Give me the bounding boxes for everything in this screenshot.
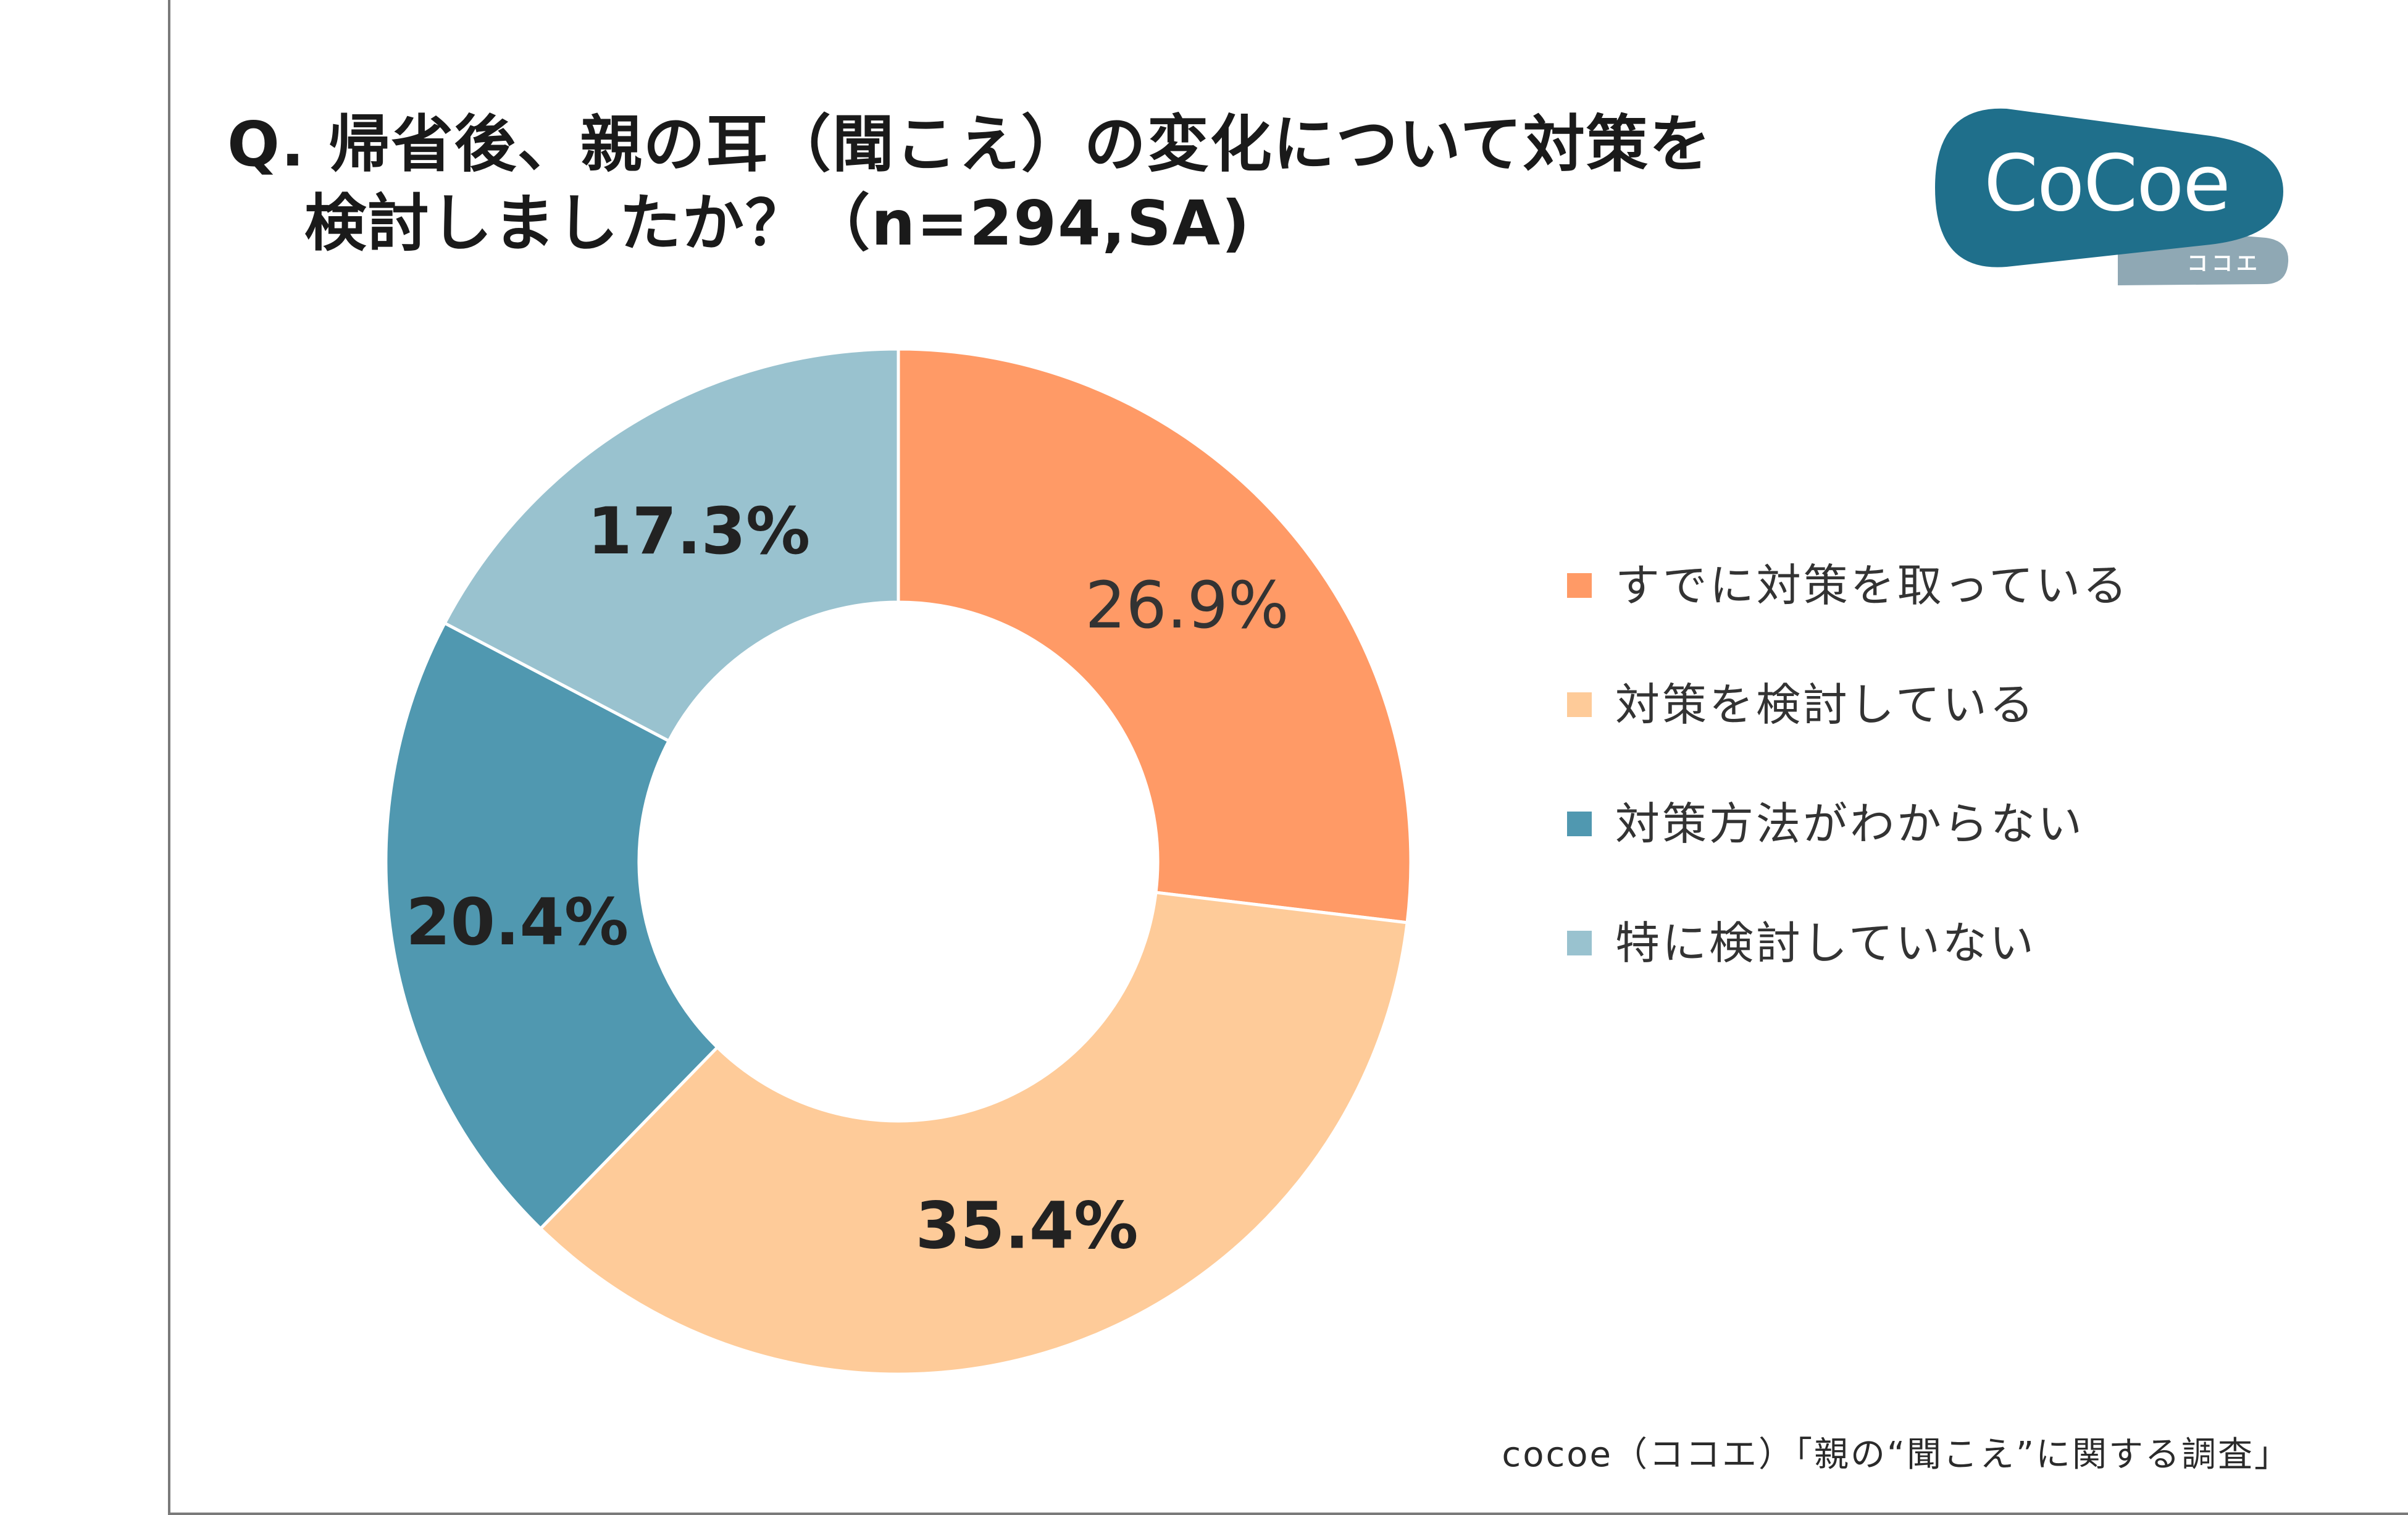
- legend-item-2: 対策を検討している: [1567, 663, 2246, 782]
- slice-label-2: 35.4%: [916, 1188, 1139, 1263]
- donut-slice-1: [897, 347, 1413, 925]
- legend-swatch-2: [1567, 692, 1592, 717]
- cocoe-logo: CoCoe ココエ: [1935, 108, 2289, 285]
- chart-title: Q. 帰省後、親の耳（聞こえ）の変化について対策を 検討しましたか？（n=294…: [227, 105, 1833, 263]
- legend-item-4: 特に検討していない: [1567, 901, 2246, 1020]
- legend-label-1: すでに対策を取っている: [1615, 560, 2130, 611]
- chart-title-line-1: Q. 帰省後、親の耳（聞こえ）の変化について対策を: [227, 108, 1712, 180]
- legend-swatch-1: [1567, 573, 1592, 598]
- donut-slice-3: [384, 621, 720, 1231]
- logo-subtext: ココエ: [2187, 251, 2261, 276]
- logo-wordmark: CoCoe: [1984, 138, 2230, 229]
- legend-item-3: 対策方法がわからない: [1567, 782, 2246, 901]
- slice-label-4: 17.3%: [587, 493, 810, 569]
- slice-label-3: 20.4%: [406, 884, 629, 960]
- legend-label-4: 特に検討していない: [1615, 917, 2036, 969]
- donut-slice-2: [538, 891, 1409, 1376]
- legend-item-1: すでに対策を取っている: [1567, 543, 2246, 663]
- legend-label-3: 対策方法がわからない: [1615, 798, 2085, 850]
- chart-frame: [168, 0, 2408, 1515]
- legend-swatch-4: [1567, 931, 1592, 955]
- legend-swatch-3: [1567, 812, 1592, 836]
- donut-slice-4: [442, 347, 900, 744]
- logo-badge: [1935, 108, 2283, 267]
- legend-label-2: 対策を検討している: [1615, 679, 2036, 731]
- slice-label-1: 26.9%: [1085, 568, 1289, 643]
- chart-legend: すでに対策を取っている 対策を検討している 対策方法がわからない 特に検討していない: [1567, 543, 2246, 1020]
- chart-title-line-2: 検討しましたか？（n=294,SA): [304, 187, 1251, 259]
- source-note: cocoe（ココエ）「親の“聞こえ”に関する調査」: [1502, 1435, 2291, 1475]
